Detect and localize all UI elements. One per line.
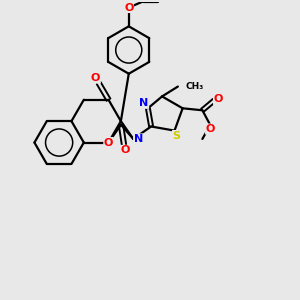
- Text: O: O: [120, 146, 130, 155]
- Text: O: O: [124, 3, 134, 13]
- Text: O: O: [214, 94, 223, 104]
- Text: O: O: [91, 73, 100, 83]
- Text: CH₃: CH₃: [186, 82, 204, 91]
- Text: S: S: [172, 130, 181, 141]
- Text: N: N: [139, 98, 148, 108]
- Text: N: N: [134, 134, 143, 144]
- Text: O: O: [104, 137, 113, 148]
- Text: O: O: [206, 124, 215, 134]
